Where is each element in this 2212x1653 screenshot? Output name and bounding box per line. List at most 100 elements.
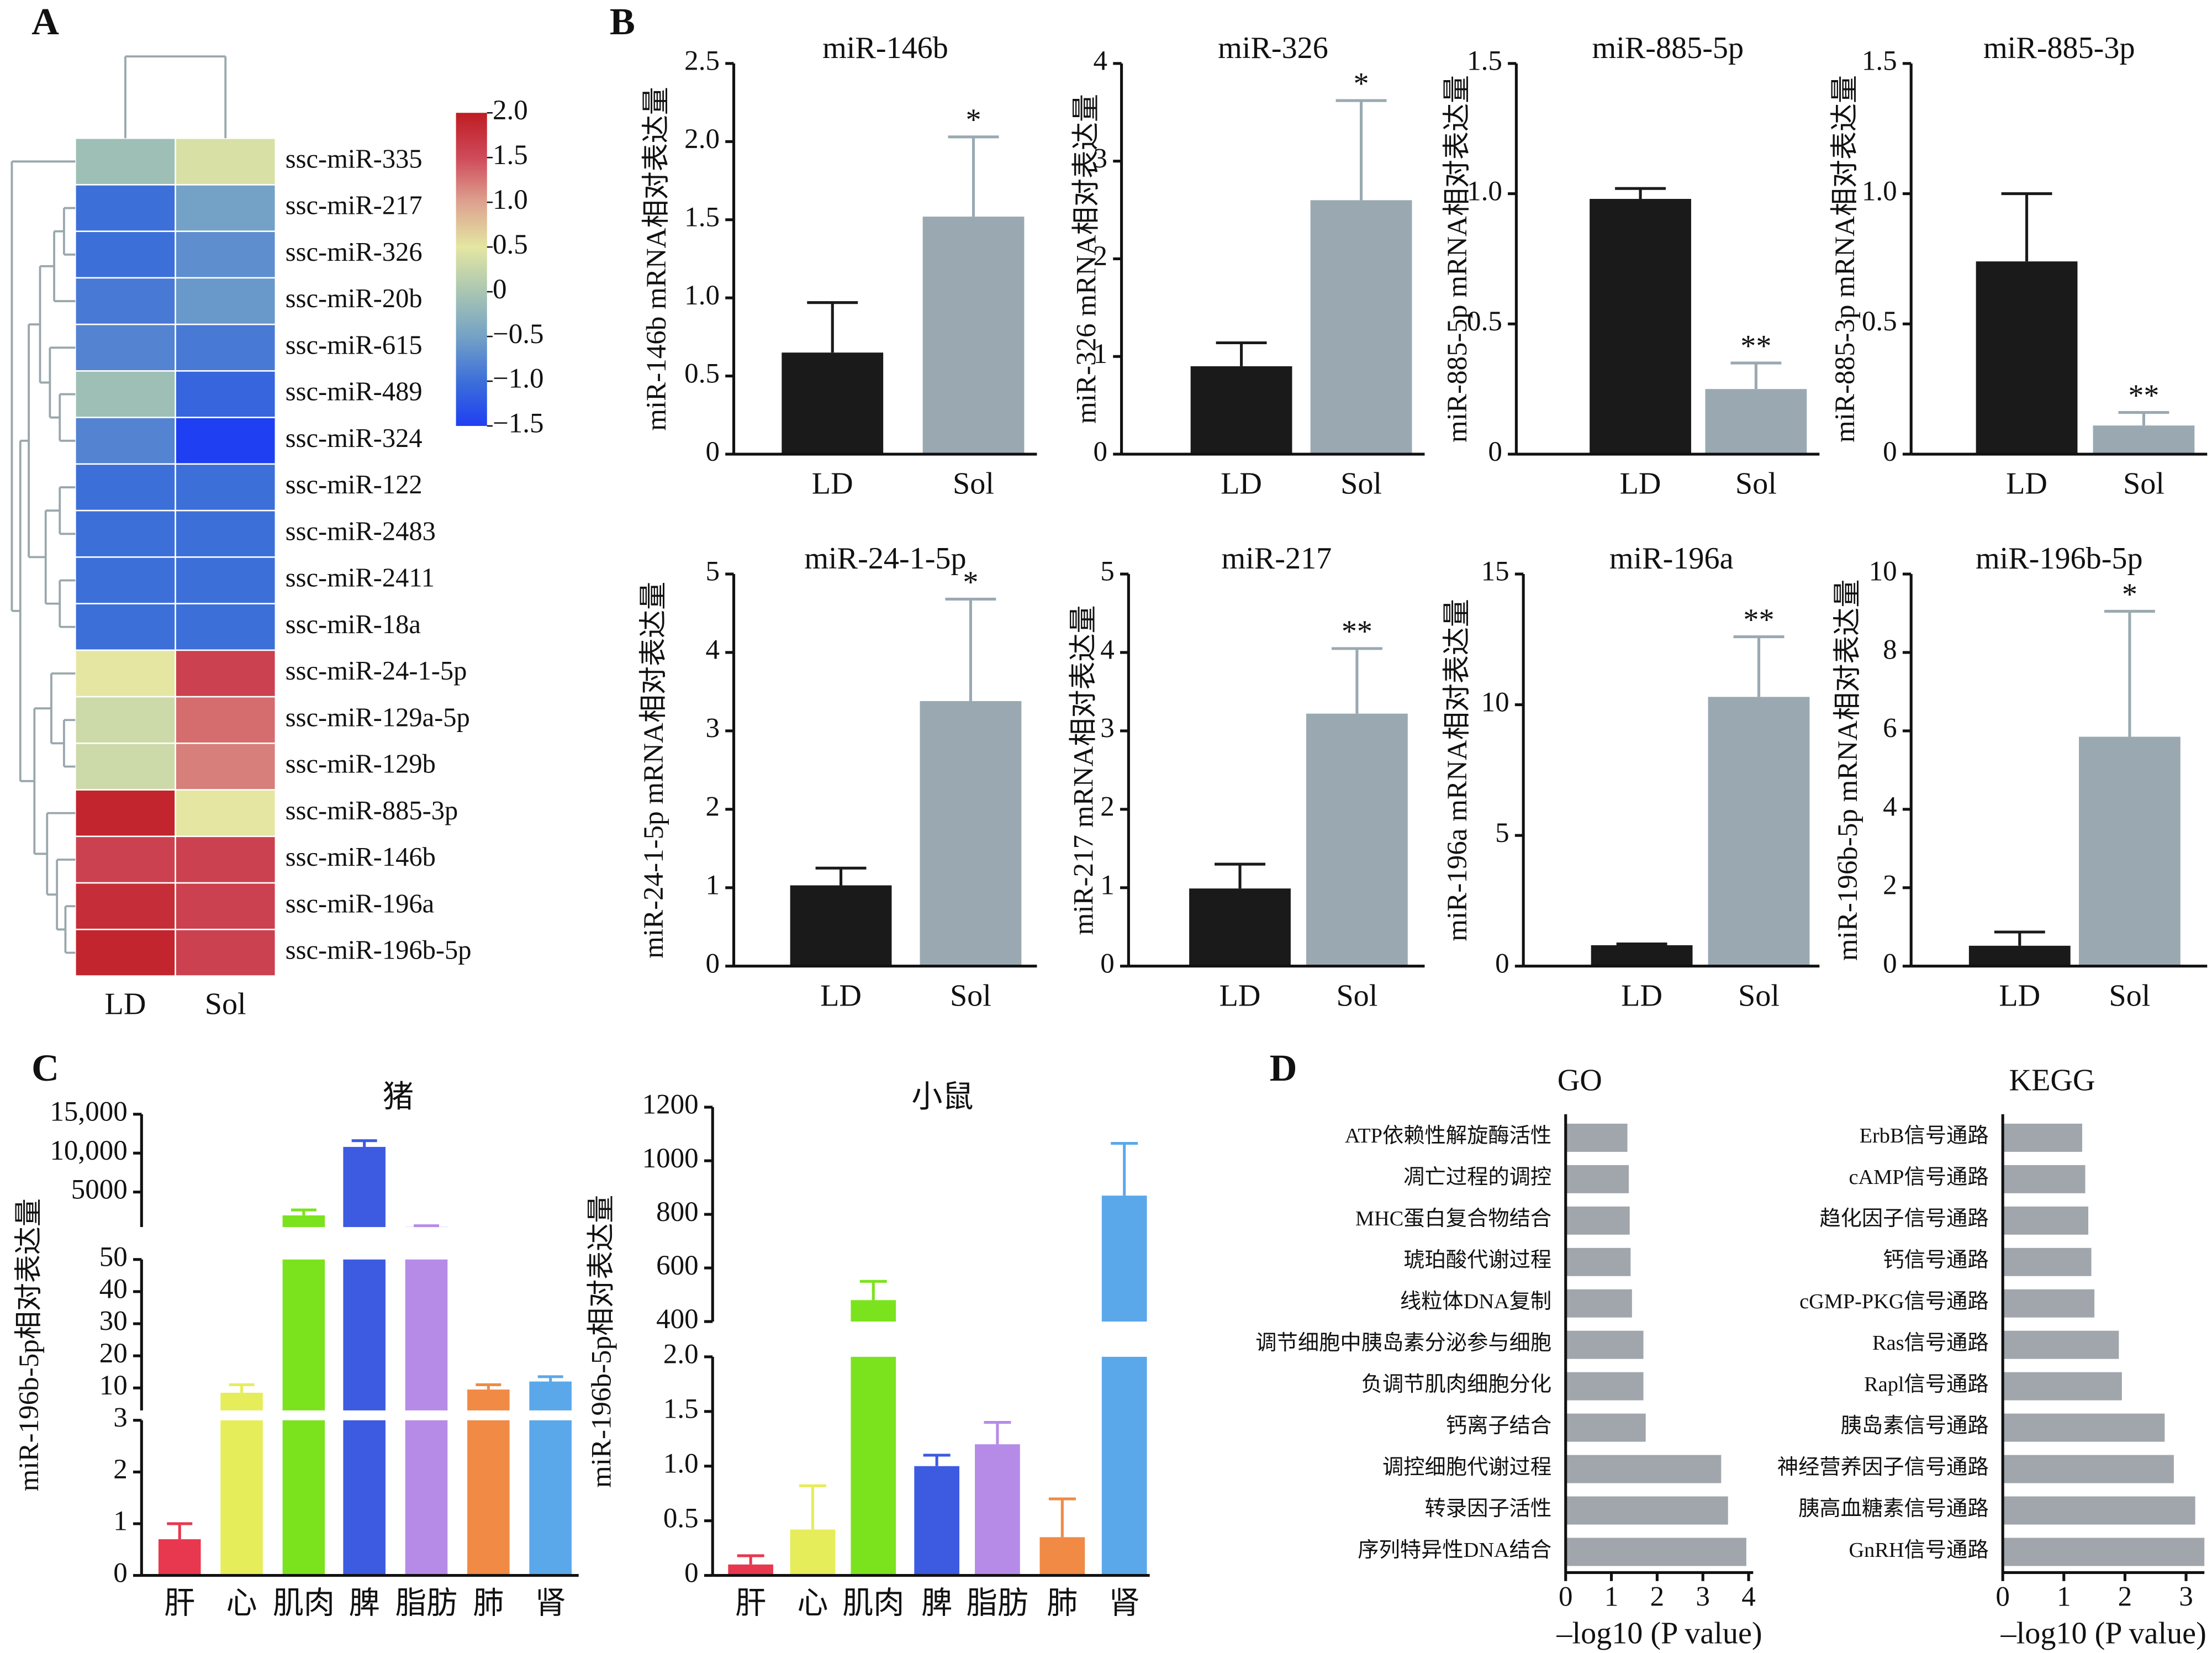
x-tick-label: 肺 — [1047, 1587, 1078, 1621]
x-tick-label: 肝 — [164, 1587, 195, 1621]
bar — [1565, 1289, 1632, 1318]
y-tick-label: 2 — [113, 1454, 128, 1485]
category-label: 趋化因子信号通路 — [1819, 1207, 1988, 1230]
category-label: 胰岛素信号通路 — [1841, 1414, 1989, 1438]
heatmap-cell — [75, 463, 176, 512]
x-tick-label: LD — [1620, 467, 1661, 501]
heatmap-cell — [75, 556, 176, 604]
x-tick-label: LD — [2006, 467, 2047, 501]
significance-label: ** — [1342, 614, 1372, 649]
bar — [1565, 1413, 1646, 1442]
y-tick-label: 3 — [705, 713, 720, 744]
heatmap-cell — [75, 184, 176, 232]
chart-title: 猪 — [383, 1080, 414, 1114]
x-tick-label: Sol — [1340, 467, 1382, 501]
y-axis-label: miR-885-3p mRNA相对表达量 — [1830, 75, 1861, 443]
y-tick-label: 5 — [705, 556, 720, 587]
x-tick-label: 肾 — [535, 1587, 566, 1621]
x-tick-label: 2 — [1650, 1582, 1665, 1613]
category-label: 琥珀酸代谢过程 — [1403, 1249, 1551, 1272]
significance-label: * — [963, 565, 978, 599]
bar — [914, 1466, 959, 1576]
bar — [782, 352, 884, 455]
y-tick-label: 0.5 — [1467, 306, 1502, 337]
x-tick-label: 脾 — [349, 1587, 380, 1621]
x-tick-label: 心 — [797, 1587, 828, 1621]
y-tick-label: 1 — [1100, 870, 1115, 901]
row-label: ssc-miR-122 — [286, 470, 423, 499]
heatmap-cell — [75, 370, 176, 418]
bar — [2003, 1206, 2089, 1235]
category-label: ErbB信号通路 — [1860, 1124, 1989, 1147]
colorbar — [456, 113, 487, 426]
category-label: ATP依赖性解旋酶活性 — [1345, 1124, 1551, 1147]
significance-label: * — [1354, 66, 1369, 101]
colorbar-tick-label: −1.5 — [493, 408, 544, 439]
bar — [2093, 425, 2195, 455]
y-axis-label: miR-326 mRNA相对表达量 — [1071, 94, 1102, 424]
heatmap-cell — [75, 882, 176, 930]
heatmap-cell — [75, 743, 176, 791]
bar — [2079, 736, 2181, 966]
x-tick-label: Sol — [950, 978, 991, 1013]
y-tick-label: 0 — [1094, 436, 1108, 467]
heatmap-cell — [175, 184, 277, 232]
row-label: ssc-miR-24-1-5p — [286, 656, 467, 686]
heatmap-cell — [75, 509, 176, 558]
bar — [975, 1444, 1020, 1576]
y-tick-label: 1.5 — [684, 202, 720, 233]
x-tick-label: Sol — [1738, 978, 1780, 1013]
bar — [1565, 1538, 1746, 1566]
y-tick-label: 1200 — [642, 1089, 699, 1120]
y-tick-label: 1000 — [642, 1143, 699, 1174]
heatmap-cell — [75, 835, 176, 884]
bar — [2003, 1247, 2092, 1276]
heatmap-cell — [75, 417, 176, 465]
bar — [2003, 1413, 2165, 1442]
category-label: cGMP-PKG信号通路 — [1799, 1290, 1988, 1313]
bar — [220, 1420, 263, 1576]
row-label: ssc-miR-129a-5p — [286, 703, 470, 732]
bar — [790, 1529, 836, 1576]
bar — [1968, 945, 2071, 966]
bar — [2003, 1289, 2095, 1318]
y-tick-label: 2.5 — [684, 46, 720, 77]
row-label: ssc-miR-885-3p — [286, 796, 458, 825]
y-tick-label: 2 — [1100, 792, 1115, 823]
bar — [728, 1564, 774, 1576]
y-tick-label: 40 — [99, 1274, 128, 1305]
row-label: ssc-miR-196b-5p — [286, 936, 472, 965]
row-label: ssc-miR-217 — [286, 191, 423, 220]
heatmap-cell — [75, 789, 176, 838]
heatmap-cell — [175, 370, 277, 418]
bar — [529, 1420, 572, 1576]
bar — [405, 1420, 448, 1576]
chart-title: miR-196a — [1609, 541, 1734, 576]
bar — [2003, 1123, 2082, 1152]
x-tick-label: 肝 — [735, 1587, 766, 1621]
bar — [2003, 1330, 2119, 1359]
y-tick-label: 50 — [99, 1241, 128, 1272]
significance-label: * — [2122, 577, 2137, 612]
heatmap-cell — [75, 323, 176, 372]
y-tick-label: 0 — [1883, 948, 1897, 979]
bar — [467, 1420, 510, 1576]
x-tick-label: 0 — [1995, 1582, 2010, 1613]
panel-label: A — [31, 1, 59, 43]
row-label: ssc-miR-196a — [286, 889, 434, 918]
y-tick-label: 1.5 — [663, 1394, 699, 1425]
x-tick-label: LD — [1999, 978, 2040, 1013]
x-tick-label: 1 — [2057, 1582, 2071, 1613]
bar — [2003, 1455, 2174, 1483]
y-tick-label: 4 — [1100, 635, 1115, 666]
y-tick-label: 4 — [1883, 792, 1897, 823]
heatmap-cell — [175, 696, 277, 744]
bar — [2003, 1538, 2205, 1566]
chart-title: miR-217 — [1222, 541, 1332, 576]
bar — [1101, 1196, 1147, 1322]
y-tick-label: 1 — [113, 1506, 128, 1537]
row-label: ssc-miR-335 — [286, 144, 423, 173]
heatmap-cell — [75, 230, 176, 279]
bar — [920, 701, 1022, 966]
x-tick-label: LD — [1221, 467, 1262, 501]
